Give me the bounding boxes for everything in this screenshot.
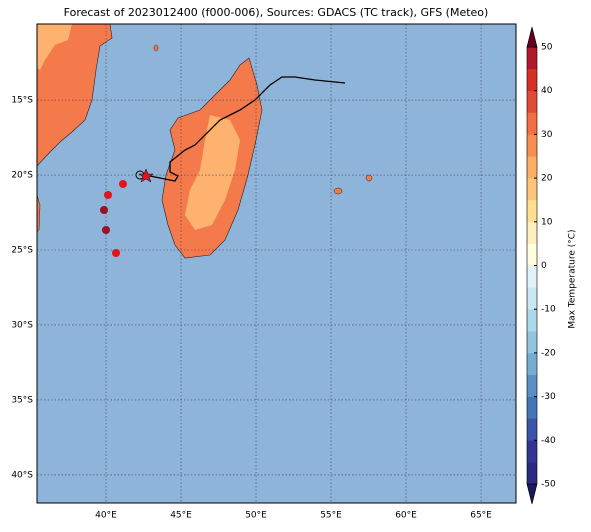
colorbar-tick-label: -20	[541, 348, 556, 358]
colorbar-tick-label: -40	[541, 436, 556, 446]
x-tick-label: 50°E	[245, 511, 267, 521]
colorbar-tick-label: 0	[541, 261, 547, 271]
colorbar-band	[527, 178, 537, 201]
storm-symbol	[119, 180, 127, 188]
x-tick-label: 60°E	[395, 511, 417, 521]
colorbar-band	[527, 352, 537, 376]
colorbar-tick-label: -30	[541, 392, 556, 402]
y-tick-label: 35°S	[11, 395, 33, 405]
storm-symbol	[104, 191, 112, 199]
colorbar-tick-label: 30	[541, 130, 553, 140]
x-tick-label: 45°E	[170, 511, 192, 521]
land-highland	[37, 24, 72, 70]
y-tick-label: 25°S	[11, 246, 33, 256]
storm-symbol	[100, 206, 108, 214]
ocean	[37, 24, 516, 503]
colorbar-band	[527, 418, 537, 441]
island	[333, 187, 343, 195]
colorbar-band	[527, 287, 537, 310]
land-africa	[36, 23, 113, 167]
colorbar-band	[527, 68, 537, 91]
colorbar-extend	[526, 26, 538, 48]
colorbar-band	[527, 396, 537, 419]
y-tick-label: 20°S	[11, 171, 33, 181]
colorbar-band	[527, 156, 537, 179]
colorbar-band	[527, 243, 537, 266]
colorbar-band	[527, 90, 537, 113]
colorbar-tick-label: 40	[541, 86, 553, 96]
colorbar-band	[527, 134, 537, 157]
map-frame	[36, 23, 517, 504]
x-tick-label: 65°E	[470, 511, 492, 521]
y-tick-label: 15°S	[11, 96, 33, 106]
colorbar-band	[527, 112, 537, 135]
y-tick-label: 30°S	[11, 320, 33, 330]
y-tick-label: 40°S	[11, 470, 33, 480]
tc-track	[149, 76, 346, 182]
colorbar-tick-label: -50	[541, 480, 556, 490]
colorbar-label: Max Temperature (°C)	[568, 229, 578, 328]
land-highland	[185, 115, 240, 230]
island	[153, 44, 159, 52]
colorbar-tick-label: -10	[541, 305, 556, 315]
colorbar-band	[527, 331, 537, 354]
colorbar-band	[527, 309, 537, 332]
storm-symbol	[102, 226, 110, 234]
x-tick-label: 55°E	[320, 511, 342, 521]
colorbar-band	[527, 462, 537, 485]
colorbar-tick-label: 50	[541, 43, 553, 53]
map-title: Forecast of 2023012400 (f000-006), Sourc…	[64, 6, 489, 19]
current-position	[138, 168, 154, 183]
colorbar-band	[527, 374, 537, 397]
colorbar-band	[527, 440, 537, 463]
colorbar-tick-label: 10	[541, 217, 553, 227]
colorbar-extend	[526, 483, 538, 505]
island	[365, 174, 373, 182]
storm-symbol	[112, 249, 120, 257]
colorbar-tick-label: 20	[541, 174, 553, 184]
colorbar-band	[527, 199, 537, 223]
colorbar-band	[527, 47, 537, 70]
x-tick-label: 40°E	[95, 511, 117, 521]
colorbar-band	[527, 265, 537, 288]
colorbar-band	[527, 221, 537, 244]
